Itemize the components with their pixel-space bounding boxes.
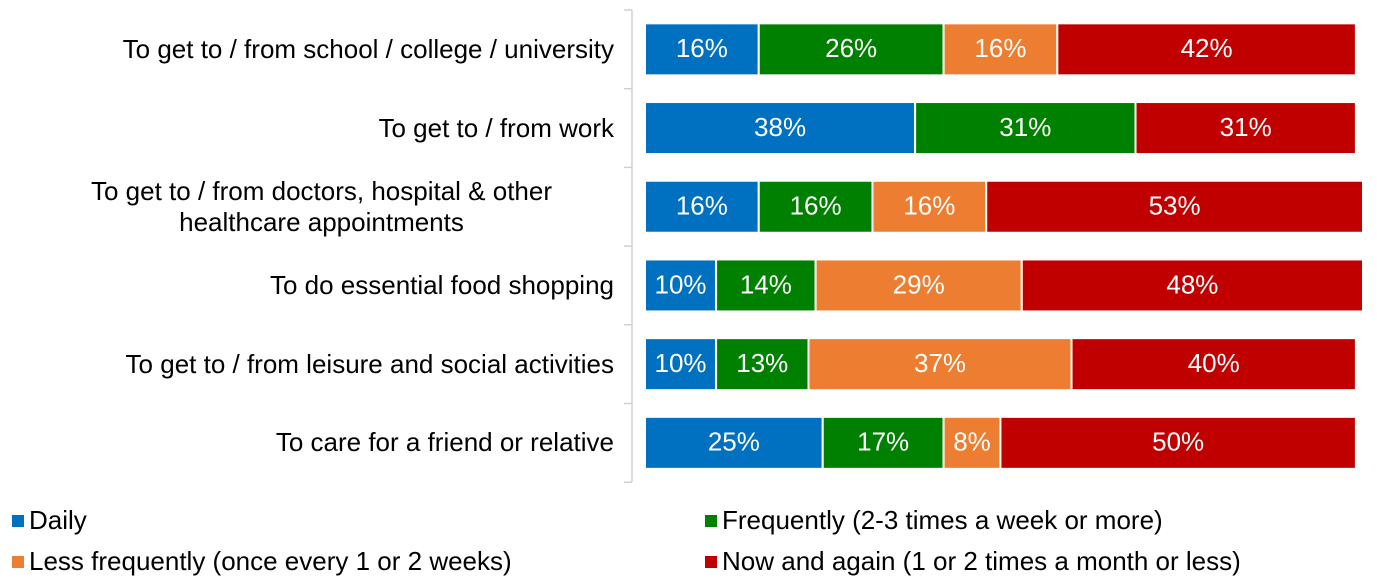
data-label: 50% xyxy=(1152,427,1204,457)
bar-segment xyxy=(644,337,718,392)
legend-label: Frequently (2-3 times a week or more) xyxy=(722,505,1163,535)
data-label: 38% xyxy=(754,112,806,142)
bar-segment xyxy=(999,415,1357,470)
category-label: To get to / from school / college / univ… xyxy=(0,34,614,65)
data-label: 10% xyxy=(655,269,707,299)
bar-segment xyxy=(644,179,760,234)
category-label: To get to / from doctors, hospital & oth… xyxy=(0,176,614,238)
legend-swatch xyxy=(12,515,24,527)
category-label: To do essential food shopping xyxy=(0,270,614,301)
legend-label: Daily xyxy=(29,505,87,535)
bar-segment xyxy=(644,415,824,470)
bar-segment xyxy=(807,337,1073,392)
data-label: 16% xyxy=(903,191,955,221)
data-label: 16% xyxy=(790,191,842,221)
data-label: 26% xyxy=(825,33,877,63)
bar-segment xyxy=(1070,337,1357,392)
category-text: To get to / from leisure and social acti… xyxy=(125,348,614,379)
data-label: 10% xyxy=(655,348,707,378)
bar-segment xyxy=(814,258,1023,313)
category-label: To care for a friend or relative xyxy=(0,427,614,458)
data-label: 25% xyxy=(708,427,760,457)
bar-segment xyxy=(1134,101,1357,156)
bar-segment xyxy=(985,179,1364,234)
data-label: 16% xyxy=(676,33,728,63)
data-label: 42% xyxy=(1181,33,1233,63)
data-label: 13% xyxy=(736,348,788,378)
category-label: To get to / from work xyxy=(0,113,614,144)
data-label: 17% xyxy=(857,427,909,457)
bar-segment xyxy=(644,22,760,77)
data-label: 31% xyxy=(999,112,1051,142)
legend-swatch xyxy=(705,515,717,527)
legend-label: Now and again (1 or 2 times a month or l… xyxy=(722,546,1241,576)
category-text: To get to / from work xyxy=(378,112,614,143)
bar-segment xyxy=(1056,22,1357,77)
bar-segment xyxy=(644,258,718,313)
bar-segment xyxy=(1020,258,1364,313)
category-text: To get to / from school / college / univ… xyxy=(122,33,614,64)
bar-segment xyxy=(757,22,945,77)
category-label: To get to / from leisure and social acti… xyxy=(0,349,614,380)
data-label: 16% xyxy=(974,33,1026,63)
legend-swatch xyxy=(12,556,24,568)
bar-segment xyxy=(914,101,1137,156)
data-label: 40% xyxy=(1188,348,1240,378)
data-label: 48% xyxy=(1166,269,1218,299)
data-label: 14% xyxy=(740,269,792,299)
data-label: 29% xyxy=(893,269,945,299)
data-label: 31% xyxy=(1220,112,1272,142)
bar-segment xyxy=(715,258,817,313)
data-label: 8% xyxy=(953,427,991,457)
legend-label: Less frequently (once every 1 or 2 weeks… xyxy=(29,546,512,576)
data-label: 16% xyxy=(676,191,728,221)
category-text: To care for a friend or relative xyxy=(275,427,614,458)
bar-segment xyxy=(871,179,988,234)
legend-swatch xyxy=(705,556,717,568)
data-label: 37% xyxy=(914,348,966,378)
category-text: To get to / from doctors, hospital & oth… xyxy=(90,175,552,237)
data-label: 53% xyxy=(1149,191,1201,221)
category-text: To do essential food shopping xyxy=(269,269,614,300)
bar-segment xyxy=(715,337,810,392)
